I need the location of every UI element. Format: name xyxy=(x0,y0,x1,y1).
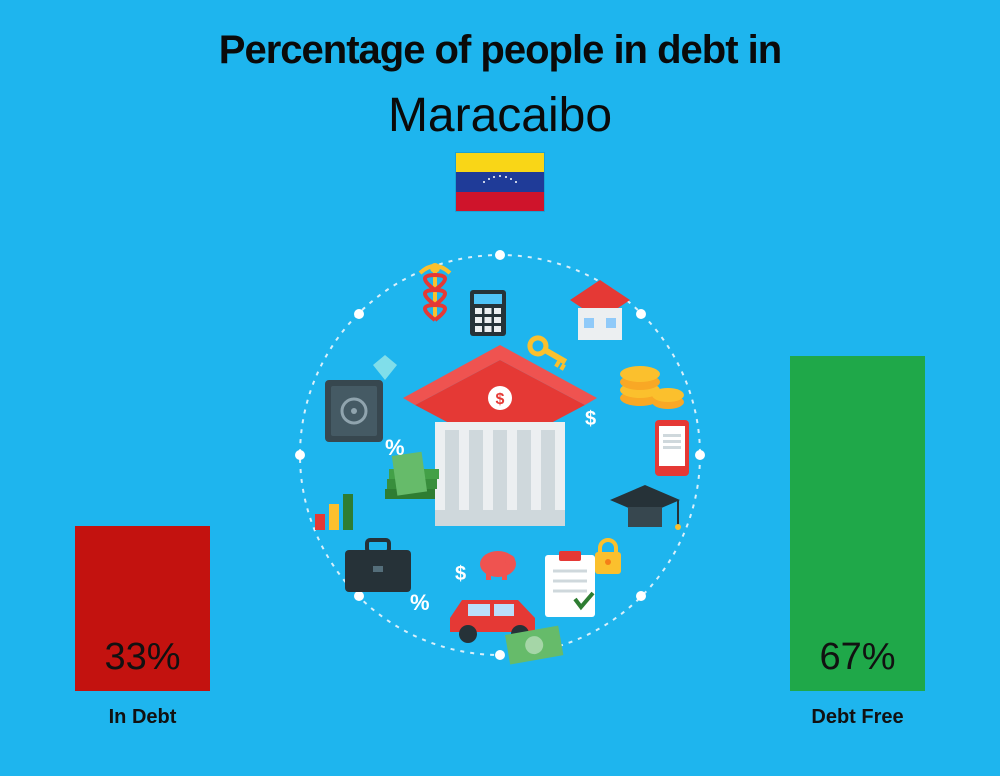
bar-debt-free-label: Debt Free xyxy=(811,706,903,729)
bar-chart-icon xyxy=(315,494,353,530)
bar-debt-free-fill: 67% xyxy=(790,356,925,691)
venezuela-flag xyxy=(455,152,545,212)
bar-in-debt-label: In Debt xyxy=(109,706,177,729)
percent-icon: % xyxy=(385,435,405,460)
diamond-icon xyxy=(373,355,397,380)
bar-debt-free: 67% Debt Free xyxy=(790,356,925,691)
briefcase-icon xyxy=(345,540,411,592)
bar-in-debt-value: 33% xyxy=(75,636,210,679)
flag-stripe-bottom xyxy=(456,192,544,211)
calculator-icon xyxy=(470,290,506,336)
piggy-bank-icon xyxy=(480,551,516,580)
caduceus-icon xyxy=(420,263,450,320)
percent-icon: % xyxy=(410,590,430,615)
dollar-icon: $ xyxy=(585,408,596,430)
svg-text:$: $ xyxy=(496,391,505,408)
graduation-cap-icon xyxy=(610,485,681,530)
title-line1: Percentage of people in debt in xyxy=(0,28,1000,73)
flag-stripe-top xyxy=(456,153,544,172)
flag-stripe-middle xyxy=(456,172,544,191)
bar-in-debt-fill: 33% xyxy=(75,526,210,691)
title-line2: Maracaibo xyxy=(0,88,1000,143)
bar-in-debt: 33% In Debt xyxy=(75,526,210,691)
smartphone-icon xyxy=(655,420,689,476)
clipboard-icon xyxy=(545,551,595,617)
dollar-icon: $ xyxy=(455,563,466,585)
bar-debt-free-value: 67% xyxy=(790,636,925,679)
coins-icon xyxy=(620,366,684,409)
finance-illustration: $ xyxy=(285,240,715,670)
safe-icon xyxy=(325,380,383,442)
lock-icon xyxy=(595,540,621,574)
house-icon xyxy=(570,280,630,340)
